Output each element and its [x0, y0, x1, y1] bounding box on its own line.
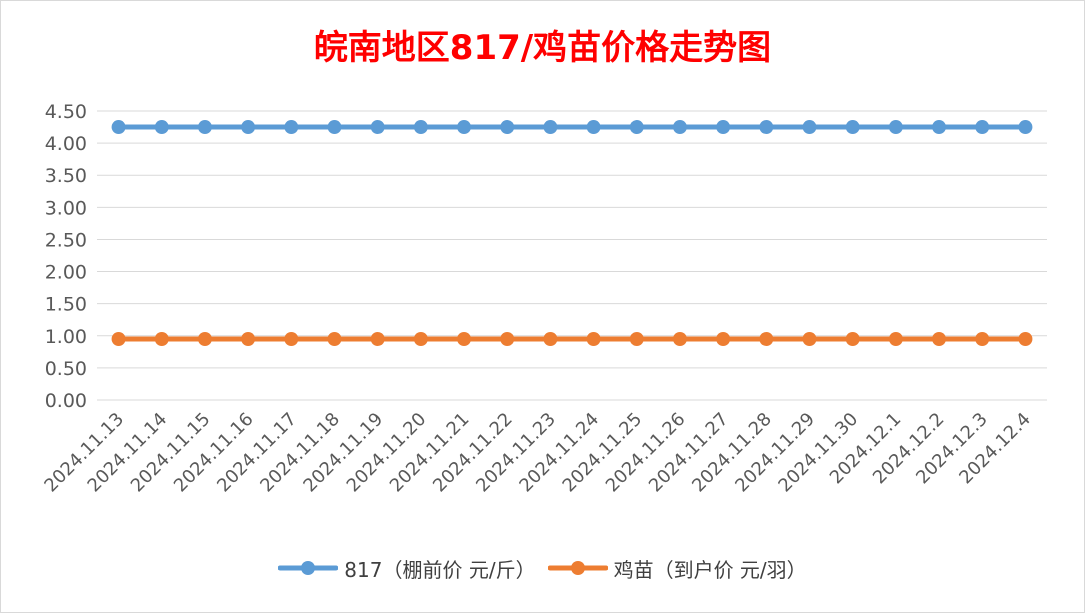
data-point — [457, 331, 472, 346]
data-point — [845, 120, 860, 135]
x-axis-ticks: 2024.11.132024.11.142024.11.152024.11.16… — [40, 409, 1035, 497]
data-point — [370, 331, 385, 346]
data-point — [500, 331, 515, 346]
data-point — [932, 120, 947, 135]
data-point — [629, 120, 644, 135]
data-point — [759, 120, 774, 135]
chart-title: 皖南地区817/鸡苗价格走势图 — [313, 28, 772, 68]
data-point — [888, 120, 903, 135]
data-point — [457, 120, 472, 135]
legend-item-chick: 鸡苗（到户价 元/羽） — [547, 553, 807, 583]
series-layer — [111, 120, 1033, 346]
data-point — [154, 331, 169, 346]
data-point — [413, 120, 428, 135]
data-point — [586, 120, 601, 135]
data-point — [327, 331, 342, 346]
data-point — [802, 331, 817, 346]
data-point — [1018, 120, 1033, 135]
legend: 817（棚前价 元/斤） 鸡苗（到户价 元/羽） — [0, 553, 1085, 583]
y-tick-label: 2.50 — [45, 229, 87, 251]
data-point — [629, 331, 644, 346]
y-tick-label: 2.00 — [45, 262, 87, 284]
data-point — [111, 331, 126, 346]
legend-item-817: 817（棚前价 元/斤） — [278, 553, 536, 583]
y-tick-label: 3.50 — [45, 165, 87, 187]
data-point — [197, 120, 212, 135]
data-point — [284, 331, 299, 346]
y-tick-label: 0.00 — [45, 390, 87, 412]
data-point — [241, 120, 256, 135]
data-point — [154, 120, 169, 135]
data-point — [716, 120, 731, 135]
data-point — [845, 331, 860, 346]
legend-label-chick: 鸡苗（到户价 元/羽） — [613, 557, 807, 582]
data-point — [975, 120, 990, 135]
data-point — [241, 331, 256, 346]
legend-label-817: 817（棚前价 元/斤） — [344, 557, 536, 582]
data-point — [327, 120, 342, 135]
data-point — [975, 331, 990, 346]
data-point — [197, 331, 212, 346]
y-tick-label: 0.50 — [45, 358, 87, 380]
gridlines — [97, 110, 1047, 401]
legend-swatch-817 — [278, 561, 339, 575]
y-tick-label: 1.50 — [45, 294, 87, 316]
data-point — [370, 120, 385, 135]
data-point — [111, 120, 126, 135]
data-point — [932, 331, 947, 346]
legend-swatch-chick — [547, 561, 608, 575]
data-point — [1018, 331, 1033, 346]
data-point — [543, 331, 558, 346]
y-tick-label: 3.00 — [45, 197, 87, 219]
data-point — [500, 120, 515, 135]
y-tick-label: 4.50 — [45, 101, 87, 123]
data-point — [716, 331, 731, 346]
data-point — [672, 120, 687, 135]
data-point — [759, 331, 774, 346]
data-point — [888, 331, 903, 346]
y-tick-label: 1.00 — [45, 326, 87, 348]
data-point — [543, 120, 558, 135]
y-axis-ticks: 0.00 0.50 1.00 1.50 2.00 2.50 3.00 3.50 4.00 4.50 — [45, 101, 87, 412]
y-tick-label: 4.00 — [45, 133, 87, 155]
data-point — [586, 331, 601, 346]
data-point — [672, 331, 687, 346]
data-point — [413, 331, 428, 346]
data-point — [802, 120, 817, 135]
data-point — [284, 120, 299, 135]
